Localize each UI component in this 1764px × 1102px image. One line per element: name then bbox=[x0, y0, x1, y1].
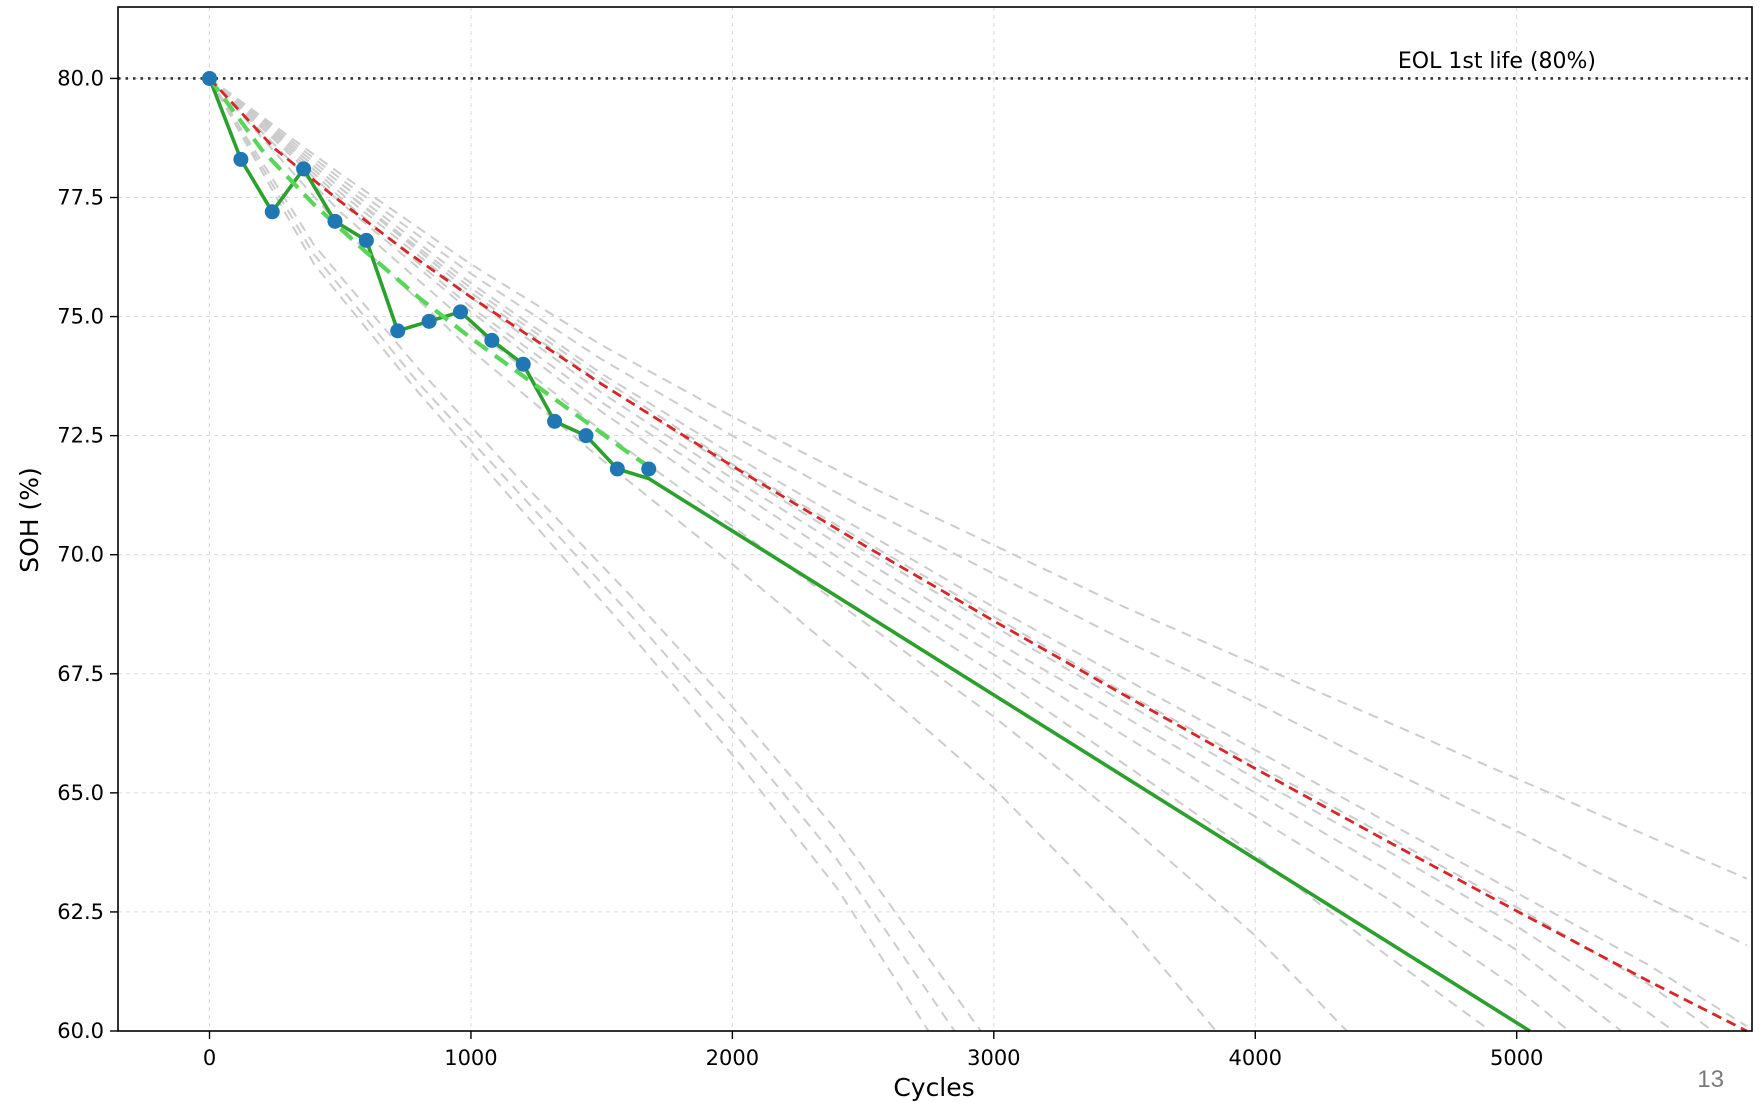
projection-line bbox=[208, 77, 1748, 880]
dashed-series-line bbox=[207, 77, 650, 469]
y-tick-label: 80.0 bbox=[57, 66, 104, 90]
projection-curves bbox=[208, 77, 1748, 1032]
data-point-marker bbox=[390, 323, 406, 339]
y-axis-title: SOH (%) bbox=[15, 467, 44, 573]
projection-line bbox=[208, 77, 1492, 1032]
projection-line bbox=[208, 77, 1748, 947]
x-tick-label: 5000 bbox=[1490, 1046, 1543, 1070]
projection-line bbox=[208, 77, 1714, 1032]
x-axis-ticks: 0 1000 2000 3000 4000 5000 bbox=[203, 1031, 1543, 1070]
y-tick-label: 72.5 bbox=[57, 424, 104, 448]
plot-area bbox=[118, 7, 1752, 1031]
projection-line bbox=[208, 77, 1748, 1028]
data-point-marker bbox=[421, 313, 437, 329]
x-tick-label: 4000 bbox=[1229, 1046, 1282, 1070]
y-tick-label: 60.0 bbox=[57, 1019, 104, 1043]
projection-line bbox=[208, 77, 982, 1032]
marker-group bbox=[202, 70, 657, 477]
x-tick-label: 0 bbox=[203, 1046, 216, 1070]
data-point-marker bbox=[578, 428, 594, 444]
dashed-series-line bbox=[208, 77, 1748, 1033]
data-point-marker bbox=[484, 332, 500, 348]
y-tick-label: 62.5 bbox=[57, 900, 104, 924]
x-tick-label: 3000 bbox=[967, 1046, 1020, 1070]
data-point-marker bbox=[327, 213, 343, 229]
y-tick-label: 77.5 bbox=[57, 186, 104, 210]
y-tick-label: 65.0 bbox=[57, 781, 104, 805]
x-axis-title: Cycles bbox=[893, 1073, 974, 1102]
data-point-marker bbox=[515, 356, 531, 372]
y-tick-label: 67.5 bbox=[57, 662, 104, 686]
y-tick-label: 75.0 bbox=[57, 305, 104, 329]
data-point-marker bbox=[609, 461, 625, 477]
y-axis-ticks: 60.0 62.5 65.0 67.5 70.0 72.5 75.0 77.5 80.0 bbox=[57, 66, 118, 1043]
data-point-marker bbox=[358, 232, 374, 248]
y-tick-label: 70.0 bbox=[57, 543, 104, 567]
data-point-marker bbox=[547, 413, 563, 429]
data-point-marker bbox=[296, 161, 312, 177]
projection-line bbox=[208, 77, 1675, 1032]
data-point-marker bbox=[233, 151, 249, 167]
series-group bbox=[207, 77, 1748, 1033]
data-point-marker bbox=[641, 461, 657, 477]
plot-frame bbox=[117, 6, 1753, 1032]
x-tick-label: 1000 bbox=[444, 1046, 497, 1070]
eol-annotation: EOL 1st life (80%) bbox=[1398, 49, 1596, 74]
projection-line bbox=[208, 77, 956, 1032]
projection-line bbox=[208, 77, 1570, 1032]
data-point-marker bbox=[264, 204, 280, 220]
data-point-marker bbox=[452, 304, 468, 320]
x-tick-label: 2000 bbox=[706, 1046, 759, 1070]
data-point-marker bbox=[202, 70, 218, 86]
projection-line bbox=[208, 77, 1622, 1032]
projection-line bbox=[208, 77, 930, 1032]
page-number: 13 bbox=[1697, 1066, 1724, 1093]
